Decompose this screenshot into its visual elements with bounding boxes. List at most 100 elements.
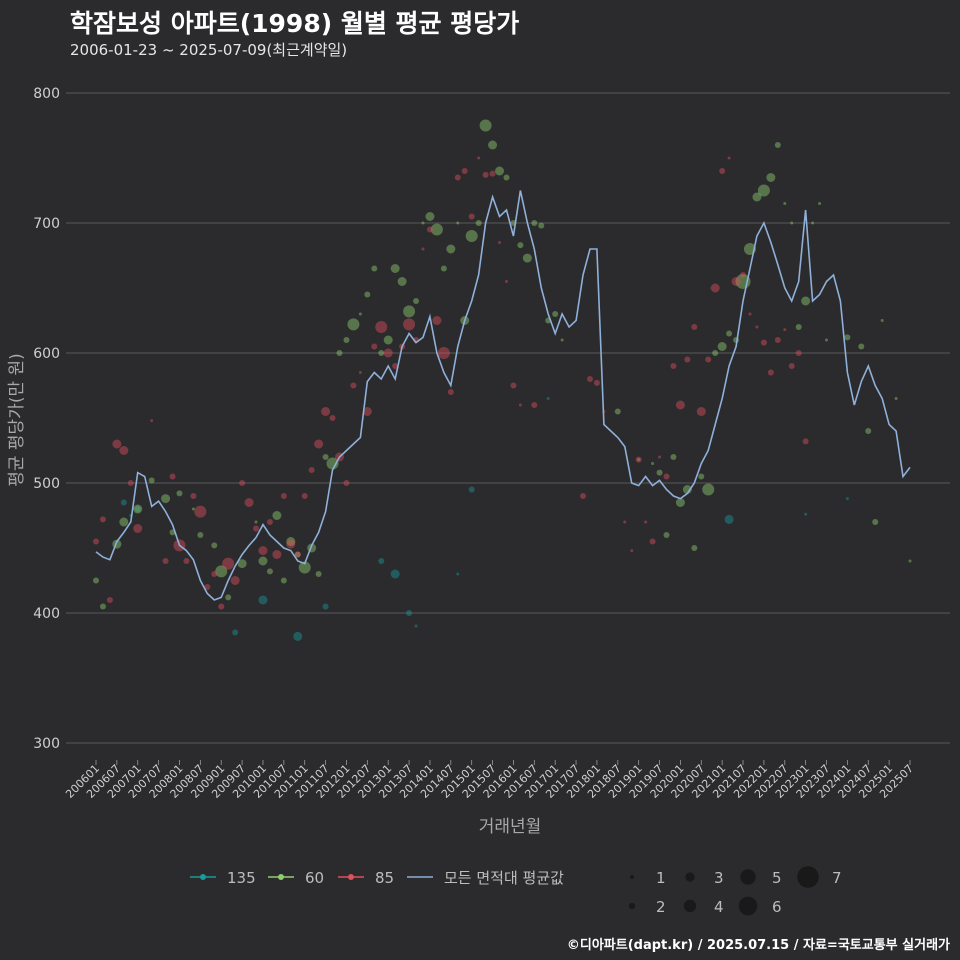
- point-60: [191, 507, 195, 511]
- point-60: [698, 473, 705, 480]
- y-tick-label: 300: [33, 736, 60, 752]
- point-85: [150, 419, 154, 423]
- y-tick-label: 800: [33, 86, 60, 102]
- point-85: [426, 226, 433, 233]
- point-60: [225, 594, 232, 601]
- point-135: [293, 631, 303, 641]
- point-135: [390, 569, 400, 579]
- point-60: [538, 222, 545, 229]
- point-85: [635, 456, 642, 463]
- point-85: [731, 277, 741, 286]
- y-tick-label: 400: [33, 606, 60, 622]
- point-85: [755, 325, 759, 329]
- size-legend-label: 5: [772, 869, 782, 887]
- point-85: [468, 213, 475, 220]
- point-85: [774, 337, 781, 343]
- point-85: [362, 407, 372, 416]
- legend-marker: [200, 874, 206, 880]
- point-135: [724, 514, 734, 524]
- point-85: [99, 516, 106, 523]
- point-85: [705, 356, 712, 363]
- point-85: [314, 439, 324, 449]
- point-85: [740, 272, 747, 278]
- point-60: [197, 532, 204, 538]
- point-60: [908, 559, 912, 563]
- point-85: [482, 171, 489, 178]
- point-85: [350, 382, 357, 389]
- point-60: [286, 537, 296, 546]
- point-85: [531, 402, 538, 408]
- size-legend-label: 7: [832, 869, 842, 887]
- point-85: [133, 524, 143, 533]
- point-60: [465, 230, 478, 242]
- point-85: [106, 597, 113, 603]
- point-85: [258, 546, 268, 556]
- point-60: [161, 494, 171, 504]
- y-tick-label: 600: [33, 346, 60, 362]
- point-85: [748, 312, 752, 316]
- point-135: [258, 595, 268, 605]
- point-135: [414, 624, 418, 628]
- point-85: [691, 324, 698, 330]
- point-85: [802, 438, 809, 445]
- point-60: [752, 192, 762, 202]
- point-60: [176, 490, 183, 497]
- point-60: [552, 311, 559, 317]
- point-85: [783, 328, 787, 332]
- point-60: [495, 166, 505, 176]
- point-60: [211, 542, 218, 549]
- point-60: [93, 577, 99, 584]
- point-85: [266, 519, 273, 525]
- point-85: [183, 558, 190, 564]
- point-60: [430, 223, 443, 236]
- point-85: [403, 318, 416, 331]
- point-60: [456, 221, 460, 225]
- point-85: [308, 467, 315, 473]
- point-60: [858, 343, 865, 350]
- size-legend-circle: [628, 902, 636, 910]
- point-60: [818, 202, 822, 205]
- point-85: [518, 403, 522, 407]
- point-85: [112, 439, 122, 449]
- point-60: [237, 559, 247, 569]
- size-legend-label: 2: [656, 898, 666, 916]
- point-60: [614, 408, 621, 415]
- point-85: [383, 348, 393, 358]
- point-85: [119, 446, 129, 455]
- point-60: [358, 312, 362, 316]
- point-85: [447, 389, 454, 395]
- point-60: [421, 221, 425, 225]
- point-85: [93, 538, 99, 545]
- size-legend-label: 1: [656, 869, 666, 887]
- point-60: [560, 338, 564, 342]
- point-60: [488, 140, 498, 150]
- y-tick-label: 700: [33, 216, 60, 232]
- chart-title: 학잠보성 아파트(1998) 월별 평균 평당가: [70, 9, 520, 38]
- point-60: [326, 457, 339, 470]
- point-85: [358, 371, 362, 374]
- point-60: [811, 221, 815, 225]
- point-85: [623, 520, 627, 524]
- point-85: [696, 407, 706, 416]
- point-135: [845, 497, 849, 501]
- point-60: [795, 324, 802, 330]
- y-axis-label: 평균 평당가(만 원): [7, 353, 27, 487]
- point-135: [406, 610, 413, 616]
- point-60: [712, 350, 719, 356]
- point-85: [280, 493, 287, 499]
- legend-label: 85: [375, 869, 394, 887]
- point-85: [204, 584, 211, 590]
- point-135: [804, 512, 808, 516]
- size-legend-circle: [740, 869, 756, 885]
- point-60: [378, 350, 385, 356]
- point-60: [801, 296, 811, 306]
- point-60: [691, 545, 698, 551]
- point-60: [726, 330, 733, 337]
- point-85: [675, 400, 685, 410]
- point-85: [169, 473, 176, 480]
- point-60: [825, 338, 829, 342]
- point-85: [375, 321, 388, 333]
- point-60: [133, 504, 143, 514]
- point-60: [757, 184, 770, 197]
